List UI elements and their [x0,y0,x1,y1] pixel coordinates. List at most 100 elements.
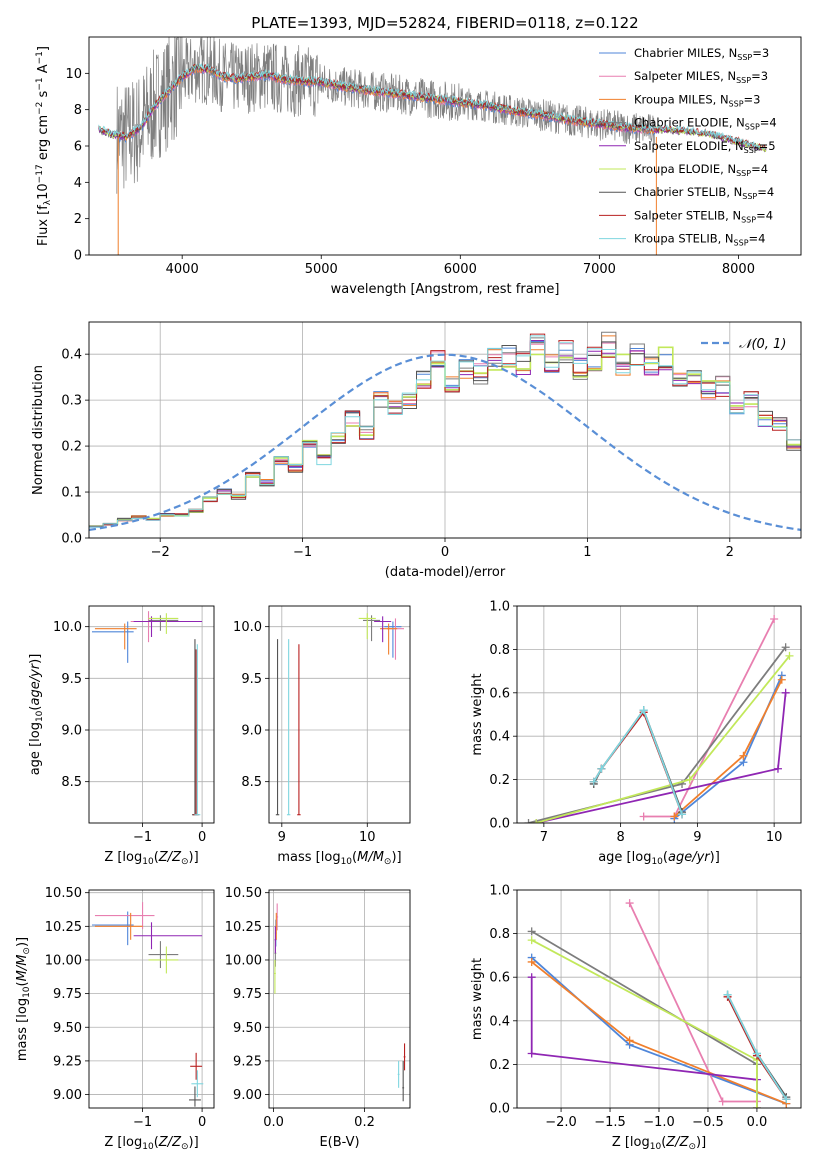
panel-weight_vs_Z: −2.0 −1.5 −1.0 −0.5 0.0 0.0 0.2 0.4 0.6 0.8 1.0 Z [… [470,884,802,1152]
residual-histogram-chabrier-stelib [89,341,801,527]
legend-text: Salpeter STELIB, N [634,208,741,222]
x-axis-label: Z [log10(Z/Z⊙)] [104,1135,198,1152]
x-tick-label: 7 [540,830,548,845]
label-part: erg cm [36,115,51,164]
legend-text: Chabrier STELIB, N [634,185,742,199]
weight-line-kroupa-miles [673,679,783,818]
label-part: mass weight [470,958,485,1040]
y-tick-label: 9.00 [233,1088,262,1103]
label-part: 10 [142,1142,154,1152]
weight-point-marker [527,936,536,945]
panel-mass_vs_EBV: 0.0 0.2 9.00 9.25 9.50 9.75 10.00 10.25 10.50 E(B… [225,886,411,1150]
label-part: A [36,64,51,77]
plot-area [98,37,767,255]
x-tick-label: 8000 [722,262,755,277]
legend-sub: SSP [745,123,760,132]
legend-sub: SSP [736,169,751,178]
weight-point-marker [739,751,748,760]
x-tick-label: 9 [693,830,701,845]
x-axis-label: age [log10(age/yr)] [598,850,720,867]
y-tick-label: 9.0 [241,724,262,739]
y-tick-label: 1.0 [489,884,510,899]
label-part: −17 [35,164,45,183]
residual-histogram-chabrier-elodie [89,331,801,527]
x-tick-label: −1 [133,1115,152,1130]
y-tick-label: 10.25 [225,920,262,935]
x-tick-label: 8 [616,830,624,845]
label-part: )] [696,1135,706,1150]
label-part: s [36,90,51,101]
x-tick-label: 0.0 [263,1115,284,1130]
label-part: age/yr [668,850,711,865]
y-tick-label: 9.25 [233,1054,262,1069]
label-part: −1 [35,77,45,90]
y-tick-label: 10 [65,67,82,82]
y-tick-label: 4 [74,176,82,191]
weight-point-marker [781,688,790,697]
weight-point-marker [723,990,732,999]
weight-point-marker [597,764,606,773]
x-tick-label: −2 [151,545,170,560]
label-part: −1 [35,51,45,64]
x-axis-label: (data-model)/error [385,565,506,580]
legend-sub: SSP [737,53,752,62]
residual-histogram-kroupa-miles [89,335,801,527]
legend-sub: SSP [744,146,759,155]
label-part: Z/Z [665,1135,689,1150]
label-part: mass [log [277,850,340,865]
label-part: ( [28,706,43,711]
normal-curve-line [89,353,801,531]
legend-text: Kroupa ELODIE, N [634,162,736,176]
panel-residuals: −2 −1 0 1 2 0.0 0.1 0.2 0.3 0.4 (data-model)/error… [31,321,802,580]
weight-point-marker [670,812,679,821]
label-part: 10 [341,857,353,867]
label-part: Z/Z [158,850,182,865]
legend-text: =5 [759,139,776,153]
x-tick-label: 7000 [583,262,616,277]
weight-point-marker [777,675,786,684]
figure-title: PLATE=1393, MJD=52824, FIBERID=0118, z=0… [251,14,638,32]
y-tick-label: 9.50 [53,1021,82,1036]
legend-text: Salpeter MILES, N [634,69,736,83]
legend-text: Kroupa MILES, N [634,92,729,106]
y-tick-label: 8 [74,103,82,118]
y-tick-label: 0.0 [489,1102,510,1117]
weight-point-marker [773,764,782,773]
y-axis-label: Normed distribution [31,365,46,495]
residual-histogram-salpeter-stelib [89,333,801,528]
label-part: ⊙ [181,857,189,867]
y-tick-label: 0 [74,249,82,264]
label-part: Flux [f [36,205,51,246]
x-tick-label: 0.2 [354,1115,375,1130]
y-tick-label: 0.6 [489,971,510,986]
legend-text: =3 [751,69,768,83]
plot-area [91,902,204,1107]
label-part: )] [189,1135,199,1150]
y-tick-label: 9.50 [233,1021,262,1036]
label-part: ⊙ [384,857,392,867]
label-part: 10 [650,1142,662,1152]
label-part: Z [log [612,1135,650,1150]
x-tick-label: 5000 [305,262,338,277]
weight-point-marker [532,819,541,823]
x-tick-label: −1 [293,545,312,560]
axes-frame [516,889,802,1109]
legend-sub: SSP [741,215,756,224]
weight-point-marker [639,812,648,821]
label-part: ⊙ [688,1142,696,1152]
label-part: 10 [22,986,32,998]
legend-sub: SSP [742,192,757,201]
label-part: )] [189,850,199,865]
weight-point-marker [718,1097,727,1106]
weight-point-marker [527,1049,536,1058]
legend-text: =4 [751,162,768,176]
weight-point-marker [752,1049,761,1058]
plot-area [89,331,801,531]
legend-label: Chabrier ELODIE, NSSP=4 [634,116,777,132]
y-tick-label: 0.6 [489,686,510,701]
axes-frame [516,605,802,824]
label-part: 10 [36,183,51,200]
y-tick-label: 10.50 [45,886,82,901]
legend-label: Salpeter MILES, NSSP=3 [634,69,768,85]
label-part: Z [log [104,850,142,865]
